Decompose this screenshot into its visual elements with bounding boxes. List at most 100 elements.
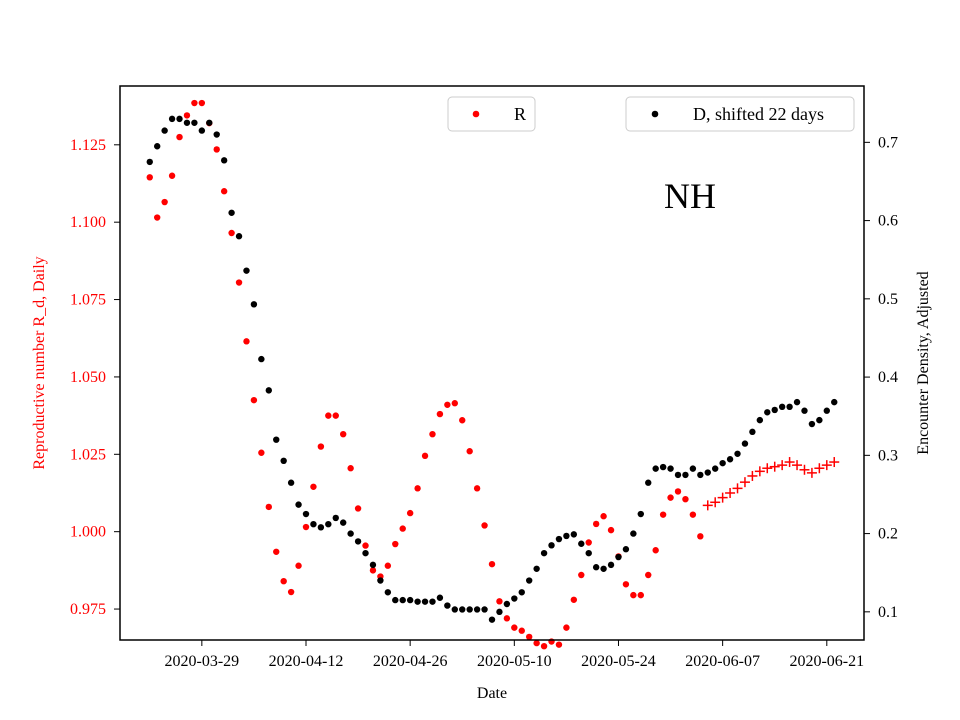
- d-data-point: [771, 406, 778, 414]
- r-data-point: [325, 412, 332, 419]
- r-data-point: [607, 526, 615, 534]
- r-data-point: [340, 430, 347, 438]
- x-tick-label: 2020-06-07: [685, 653, 760, 670]
- r-data-point: [154, 214, 161, 221]
- r-projection-point: [769, 461, 780, 472]
- r-data-point: [332, 412, 339, 419]
- axes: 2020-03-29 2020-04-12 2020-04-26 2020-05-10…: [70, 134, 898, 670]
- r-projection-point: [702, 500, 713, 511]
- d-data-point: [496, 608, 503, 616]
- d-data-point: [823, 407, 830, 414]
- r-data-point: [228, 229, 235, 237]
- r-projection-point: [717, 492, 728, 503]
- d-data-point: [697, 471, 704, 479]
- r-data-point: [392, 540, 399, 548]
- legend-r-marker: [472, 110, 480, 118]
- x-axis-label: Date: [477, 685, 507, 702]
- right-y-tick-label: 0.3: [878, 447, 898, 464]
- d-data-point: [816, 416, 823, 424]
- d-data-point: [719, 459, 726, 467]
- r-projection-point: [739, 477, 750, 488]
- d-data-point: [622, 546, 630, 553]
- r-data-point: [287, 588, 295, 596]
- r-data-point: [369, 567, 377, 574]
- d-data-point: [243, 267, 250, 274]
- d-data-point: [198, 127, 206, 134]
- r-projection-point: [710, 497, 721, 508]
- r-data-point: [235, 279, 243, 286]
- r-data-point: [503, 615, 511, 622]
- r-data-point: [213, 146, 220, 153]
- d-data-point: [183, 119, 191, 126]
- legend-d: D, shifted 22 days: [625, 96, 855, 132]
- d-data-point: [726, 456, 734, 463]
- d-data-point: [503, 600, 511, 608]
- r-data-point: [563, 624, 570, 631]
- d-data-point: [228, 209, 235, 216]
- right-y-tick-label: 0.6: [878, 213, 898, 230]
- left-y-tick-label: 1.025: [70, 446, 106, 463]
- d-data-point: [459, 606, 466, 613]
- r-data-point: [406, 509, 414, 517]
- d-data-point: [793, 398, 801, 406]
- d-data-point: [406, 596, 414, 604]
- r-data-point: [555, 641, 563, 648]
- r-projection-point: [725, 487, 736, 498]
- d-data-point: [340, 519, 347, 526]
- legend-r: R: [447, 96, 536, 132]
- r-data-point: [659, 511, 667, 518]
- r-data-point: [630, 591, 637, 599]
- d-data-point: [444, 602, 451, 609]
- right-y-tick-label: 0.4: [878, 369, 898, 386]
- left-y-tick-label: 1.125: [70, 137, 106, 154]
- d-data-point: [429, 598, 436, 605]
- r-data-point: [697, 533, 704, 540]
- r-data-point: [585, 539, 592, 546]
- r-data-point: [533, 639, 540, 647]
- x-tick-label: 2020-06-21: [789, 653, 864, 670]
- d-data-point: [592, 564, 600, 571]
- r-data-point: [526, 633, 533, 641]
- r-data-point: [273, 548, 280, 555]
- r-data-point: [682, 495, 689, 503]
- d-data-point: [518, 589, 525, 596]
- r-data-point: [302, 523, 310, 531]
- d-data-point: [377, 577, 384, 584]
- r-projection-point: [792, 460, 803, 471]
- d-data-point: [325, 520, 332, 528]
- r-data-point: [198, 99, 206, 107]
- left-y-tick-label: 0.975: [70, 601, 106, 618]
- r-projection-point: [814, 463, 825, 474]
- left-y-tick-label: 1.000: [70, 524, 106, 541]
- r-data-point: [258, 449, 265, 456]
- d-data-point: [808, 420, 816, 428]
- right-y-tick-label: 0.7: [878, 134, 898, 151]
- d-data-point: [399, 596, 406, 604]
- d-data-point: [206, 119, 213, 126]
- r-data-point: [689, 511, 697, 518]
- d-data-point: [749, 428, 756, 436]
- legend-r-label: R: [514, 104, 526, 124]
- d-data-point: [332, 514, 339, 522]
- r-projection-point: [784, 457, 795, 468]
- d-data-point: [220, 157, 228, 164]
- x-tick-label: 2020-04-26: [373, 653, 448, 670]
- r-data-point: [161, 198, 168, 206]
- d-data-point: [451, 606, 458, 613]
- r-data-point: [592, 520, 600, 528]
- r-data-point: [578, 571, 585, 579]
- r-projection-point: [732, 483, 743, 494]
- d-data-point: [630, 530, 637, 537]
- x-tick-label: 2020-04-12: [269, 653, 344, 670]
- r-projection-point: [754, 466, 765, 477]
- left-y-tick-label: 1.100: [70, 214, 106, 231]
- d-data-point: [540, 549, 548, 557]
- d-data-point: [786, 403, 793, 411]
- d-data-point: [563, 532, 570, 540]
- d-data-point: [146, 158, 153, 166]
- left-y-tick-label: 1.050: [70, 369, 106, 386]
- right-y-tick-label: 0.2: [878, 526, 898, 543]
- d-data-point: [674, 471, 682, 479]
- d-data-point: [712, 465, 719, 472]
